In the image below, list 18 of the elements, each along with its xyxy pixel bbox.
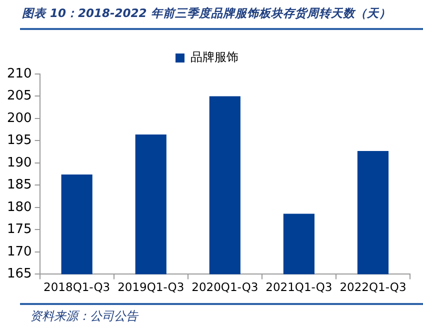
text: 资料来源：公司公告 xyxy=(30,308,138,325)
legend-label: 品牌服饰 xyxy=(190,50,238,64)
y-tick-label: 195 xyxy=(6,133,32,148)
y-tick-label: 210 xyxy=(6,66,32,82)
y-tick-label: 185 xyxy=(6,178,32,193)
chart-title: 图表 10：2018-2022 年前三季度品牌服饰板块存货周转天数（天） xyxy=(22,6,391,21)
x-tick-label: 2021Q1-Q3 xyxy=(266,280,332,294)
y-tick-label: 165 xyxy=(6,266,32,282)
y-tick-label: 180 xyxy=(6,200,32,215)
y-tick-label: 175 xyxy=(6,222,32,238)
x-tick-label: 2019Q1-Q3 xyxy=(118,280,184,294)
y-tick-label: 170 xyxy=(6,244,32,260)
x-tick-label: 2020Q1-Q3 xyxy=(192,280,258,294)
y-tick-label: 205 xyxy=(6,88,32,104)
y-tick-label: 190 xyxy=(6,155,32,170)
x-tick-label: 2022Q1-Q3 xyxy=(340,280,406,294)
y-tick-label: 200 xyxy=(6,110,32,126)
x-tick-label: 2018Q1-Q3 xyxy=(44,280,110,294)
